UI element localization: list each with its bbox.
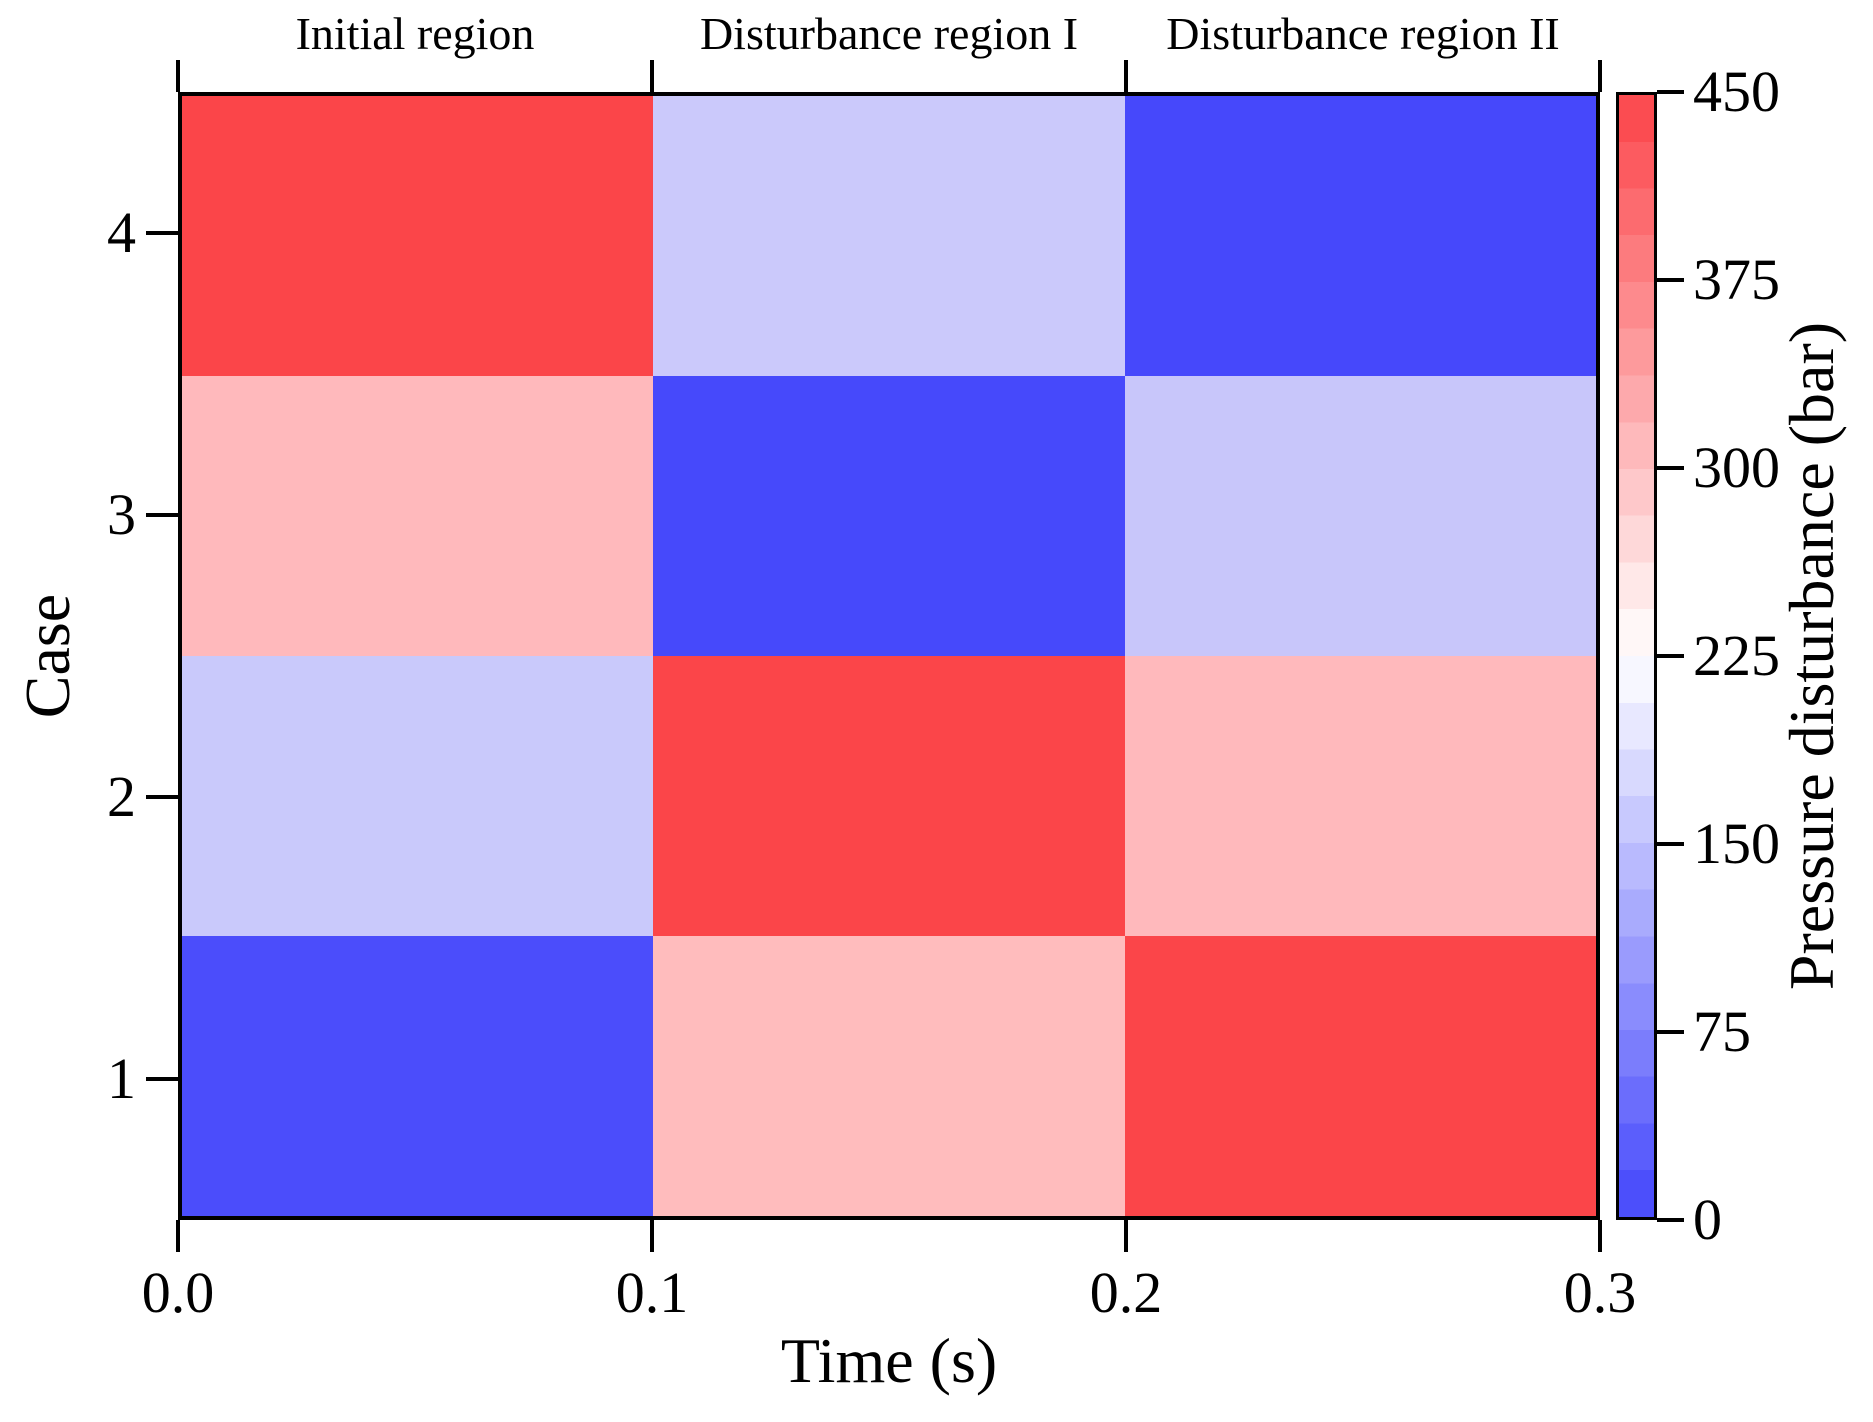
y-axis-label: Case <box>12 593 83 719</box>
y-tick-label-1: 1 <box>107 1046 136 1111</box>
y-tick-label-3: 3 <box>107 482 136 547</box>
x-axis-tick <box>1598 1220 1602 1252</box>
y-axis-tick <box>146 513 178 517</box>
colorbar-tick-label-225: 225 <box>1693 623 1780 688</box>
region-label-3: Disturbance region II <box>1166 8 1560 59</box>
x-axis-tick <box>650 1220 654 1252</box>
x-tick-label-0.1: 0.1 <box>615 1260 689 1325</box>
colorbar-tick-label-0: 0 <box>1693 1187 1722 1252</box>
heatmap-cell-case2-col1 <box>182 656 654 936</box>
heatmap-cell-case2-col3 <box>1124 656 1596 936</box>
x-tick-label-0.3: 0.3 <box>1563 1260 1637 1325</box>
heatmap-cell-case3-col3 <box>1124 376 1596 656</box>
top-axis-tick <box>650 60 654 92</box>
heatmap-cell-case2-col2 <box>653 656 1125 936</box>
y-axis-tick <box>146 231 178 235</box>
x-tick-label-0.0: 0.0 <box>141 1260 215 1325</box>
region-label-1: Initial region <box>295 8 535 59</box>
x-axis-tick <box>176 1220 180 1252</box>
heatmap-plot-area <box>178 92 1600 1220</box>
colorbar <box>1616 92 1657 1220</box>
colorbar-tick-label-75: 75 <box>1693 999 1751 1064</box>
colorbar-tick <box>1657 1030 1684 1034</box>
colorbar-tick-label-375: 375 <box>1693 247 1780 312</box>
heatmap-cell-case4-col3 <box>1124 96 1596 376</box>
colorbar-tick <box>1657 90 1684 94</box>
heatmap-cell-case3-col1 <box>182 376 654 656</box>
top-axis-tick <box>1124 60 1128 92</box>
top-axis-tick <box>176 60 180 92</box>
colorbar-tick <box>1657 466 1684 470</box>
colorbar-tick-label-150: 150 <box>1693 811 1780 876</box>
top-axis-tick <box>1598 60 1602 92</box>
heatmap-cell-case1-col2 <box>653 936 1125 1216</box>
y-axis-tick <box>146 795 178 799</box>
x-axis-label: Time (s) <box>780 1325 998 1396</box>
heatmap-cell-case4-col1 <box>182 96 654 376</box>
x-tick-label-0.2: 0.2 <box>1089 1260 1163 1325</box>
colorbar-tick <box>1657 654 1684 658</box>
region-label-2: Disturbance region I <box>699 8 1079 59</box>
colorbar-tick <box>1657 842 1684 846</box>
heatmap-cell-case1-col3 <box>1124 936 1596 1216</box>
colorbar-tick-label-450: 450 <box>1693 59 1780 124</box>
y-axis-tick <box>146 1077 178 1081</box>
colorbar-tick-label-300: 300 <box>1693 435 1780 500</box>
y-tick-label-4: 4 <box>107 200 136 265</box>
heatmap-cell-case3-col2 <box>653 376 1125 656</box>
y-tick-label-2: 2 <box>107 764 136 829</box>
x-axis-tick <box>1124 1220 1128 1252</box>
colorbar-tick <box>1657 278 1684 282</box>
heatmap-cell-case1-col1 <box>182 936 654 1216</box>
colorbar-tick <box>1657 1218 1684 1222</box>
heatmap-cell-case4-col2 <box>653 96 1125 376</box>
